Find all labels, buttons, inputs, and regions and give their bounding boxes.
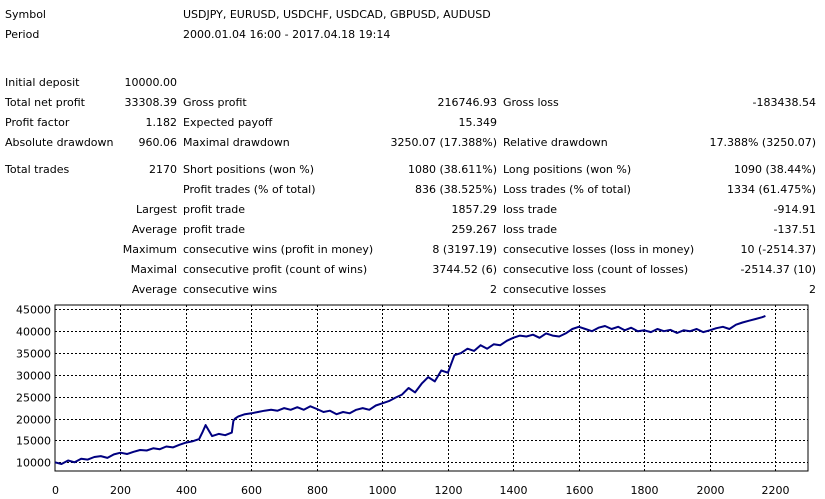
avg-cons-wins-label: consecutive wins (183, 283, 278, 296)
expected-payoff-value: 15.349 (458, 116, 498, 129)
y-tick-label: 45000 (16, 304, 51, 317)
plot-border (54, 304, 809, 472)
y-tick-label: 15000 (16, 435, 51, 448)
x-tick-label: 1200 (435, 484, 463, 497)
absolute-drawdown-value: 960.06 (138, 136, 178, 149)
initial-deposit-label: Initial deposit (5, 76, 80, 89)
maximal-drawdown-value: 3250.07 (17.388%) (390, 136, 497, 149)
loss-trades-label: Loss trades (% of total) (503, 183, 631, 196)
largest-profit-label: profit trade (183, 203, 246, 216)
average-profit-label: profit trade (183, 223, 246, 236)
largest-label: Largest (136, 203, 177, 216)
maximum-label: Maximum (122, 243, 177, 256)
x-tick-label: 1600 (566, 484, 594, 497)
average2-label: Average (131, 283, 177, 296)
relative-drawdown-label: Relative drawdown (503, 136, 608, 149)
period-label: Period (5, 28, 40, 41)
avg-cons-losses-label: consecutive losses (503, 283, 607, 296)
max-cons-losses-value: 10 (-2514.37) (740, 243, 816, 256)
maximal-cons-loss-label: consecutive loss (count of losses) (503, 263, 689, 276)
gross-loss-value: -183438.54 (752, 96, 816, 109)
x-tick-label: 0 (52, 484, 59, 497)
avg-cons-wins-value: 2 (490, 283, 497, 296)
maximal-drawdown-label: Maximal drawdown (183, 136, 290, 149)
total-net-profit-label: Total net profit (5, 96, 85, 109)
average-loss-value: -137.51 (773, 223, 816, 236)
x-tick-label: 1800 (631, 484, 659, 497)
maximal-cons-loss-value: -2514.37 (10) (740, 263, 816, 276)
balance-chart: 1000015000200002500030000350004000045000… (16, 304, 809, 497)
max-cons-wins-value: 8 (3197.19) (432, 243, 497, 256)
largest-loss-label: loss trade (503, 203, 558, 216)
average-label: Average (131, 223, 177, 236)
x-tick-label: 1000 (369, 484, 397, 497)
short-positions-value: 1080 (38.611%) (407, 163, 497, 176)
total-trades-value: 2170 (149, 163, 177, 176)
largest-profit-value: 1857.29 (451, 203, 498, 216)
gross-profit-label: Gross profit (183, 96, 247, 109)
maximal-label: Maximal (130, 263, 177, 276)
avg-cons-losses-value: 2 (809, 283, 816, 296)
total-net-profit-value: 33308.39 (124, 96, 178, 109)
loss-trades-value: 1334 (61.475%) (726, 183, 816, 196)
long-positions-label: Long positions (won %) (503, 163, 632, 176)
y-tick-label: 10000 (16, 457, 51, 470)
symbol-label: Symbol (5, 8, 46, 21)
short-positions-label: Short positions (won %) (183, 163, 315, 176)
total-trades-label: Total trades (5, 163, 70, 176)
x-tick-label: 800 (307, 484, 328, 497)
maximal-cons-profit-value: 3744.52 (6) (432, 263, 497, 276)
long-positions-value: 1090 (38.44%) (733, 163, 816, 176)
profit-trades-value: 836 (38.525%) (414, 183, 497, 196)
profit-trades-label: Profit trades (% of total) (183, 183, 316, 196)
largest-loss-value: -914.91 (773, 203, 816, 216)
x-tick-label: 600 (241, 484, 262, 497)
y-tick-label: 25000 (16, 392, 51, 405)
absolute-drawdown-label: Absolute drawdown (5, 136, 114, 149)
symbol-value: USDJPY, EURUSD, USDCHF, USDCAD, GBPUSD, … (183, 8, 491, 21)
average-loss-label: loss trade (503, 223, 558, 236)
initial-deposit-value: 10000.00 (124, 76, 178, 89)
x-tick-label: 1400 (500, 484, 528, 497)
x-axis-labels: 0 200 400 600 800 1000 1200 1400 1600 1800 2000 220… (52, 484, 790, 497)
expected-payoff-label: Expected payoff (183, 116, 273, 129)
period-value: 2000.01.04 16:00 - 2017.04.18 19:14 (183, 28, 391, 41)
y-tick-label: 35000 (16, 348, 51, 361)
balance-line (54, 314, 766, 465)
profit-factor-label: Profit factor (5, 116, 70, 129)
maximal-cons-profit-label: consecutive profit (count of wins) (183, 263, 368, 276)
profit-factor-value: 1.182 (145, 116, 178, 129)
gross-profit-value: 216746.93 (437, 96, 498, 109)
average-profit-value: 259.267 (451, 223, 498, 236)
y-tick-label: 40000 (16, 326, 51, 339)
max-cons-losses-label: consecutive losses (loss in money) (503, 243, 695, 256)
gross-loss-label: Gross loss (503, 96, 559, 109)
y-axis-labels: 10000 15000 20000 25000 30000 35000 40000 45000 (16, 304, 51, 470)
x-tick-label: 400 (176, 484, 197, 497)
x-tick-label: 2200 (762, 484, 790, 497)
chart-grid (55, 305, 808, 471)
x-tick-label: 200 (110, 484, 131, 497)
relative-drawdown-value: 17.388% (3250.07) (709, 136, 816, 149)
y-tick-label: 30000 (16, 370, 51, 383)
y-tick-label: 20000 (16, 414, 51, 427)
x-tick-label: 2000 (697, 484, 725, 497)
max-cons-wins-label: consecutive wins (profit in money) (183, 243, 374, 256)
